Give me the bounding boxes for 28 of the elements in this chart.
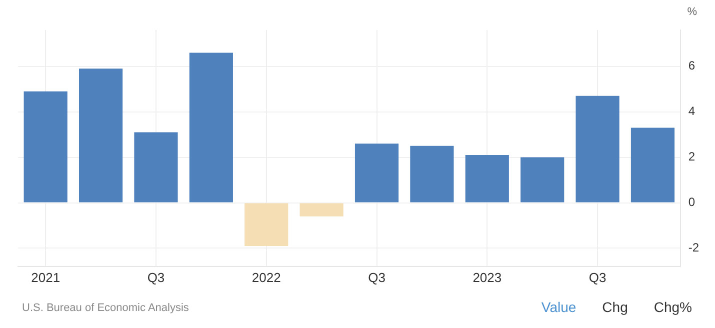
x-tick-label: Q3 [588, 270, 606, 285]
bar [520, 157, 564, 202]
y-tick-label: 2 [688, 150, 696, 164]
text: Value [541, 299, 576, 315]
bar [189, 52, 233, 202]
y-tick-label: 6 [688, 58, 696, 73]
bar [630, 128, 675, 202]
x-tick-label: 2022 [252, 270, 281, 285]
y-tick-label: 0 [688, 195, 696, 210]
x-tick-label: Q3 [368, 270, 386, 285]
y-axis-title: % [687, 6, 697, 18]
bar [410, 146, 454, 202]
bar [134, 132, 178, 202]
x-tick-label: 2021 [31, 270, 60, 285]
bar [576, 96, 620, 202]
bar [465, 155, 509, 202]
y-tick-label: 4 [688, 104, 696, 118]
bar [300, 203, 344, 216]
bar [78, 68, 123, 202]
text: Chg [602, 299, 628, 315]
x-tick-label: Q3 [147, 270, 165, 285]
bar [24, 91, 68, 202]
text: Chg% [654, 299, 692, 315]
x-tick-label: 2023 [472, 270, 502, 285]
bar [244, 203, 288, 246]
text: U.S. Bureau of Economic Analysis [22, 302, 189, 314]
y-tick-label: -2 [688, 240, 700, 255]
bar [354, 144, 399, 202]
